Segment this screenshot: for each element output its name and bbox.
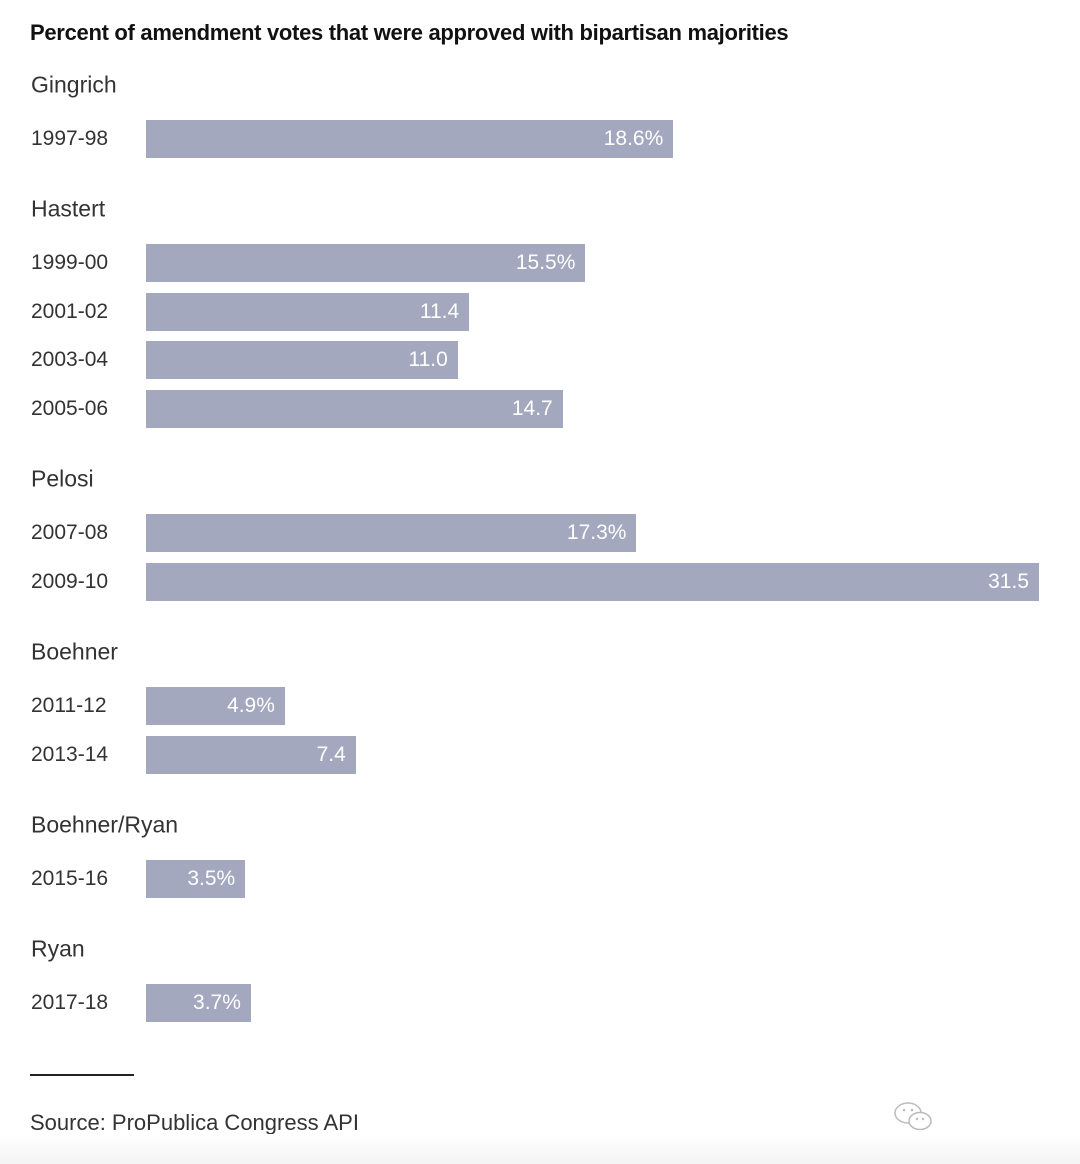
category-label: 2015-16: [31, 866, 109, 890]
value-label: 4.9%: [227, 693, 275, 717]
bar: 4.9%: [146, 686, 285, 725]
bar: 3.7%: [146, 983, 251, 1022]
group-label: Boehner: [31, 638, 118, 665]
value-label: 18.6%: [603, 127, 664, 150]
group-label: Ryan: [31, 935, 85, 961]
value-label: 11.4: [419, 299, 460, 323]
value-label: 3.5%: [187, 866, 236, 890]
value-label: 31.5: [988, 569, 1029, 593]
bar: 31.5: [146, 562, 1039, 601]
source-divider: [30, 1074, 134, 1076]
chart-title: Percent of amendment votes that were app…: [30, 20, 789, 45]
footer-fade: [0, 1134, 1080, 1164]
value-label: 7.4: [316, 742, 346, 766]
group-label: Gingrich: [31, 71, 117, 98]
group-label: Hastert: [31, 195, 106, 222]
group-label: Boehner/Ryan: [31, 811, 179, 837]
value-label: 15.5%: [515, 251, 576, 274]
bar: 11.4: [146, 292, 470, 331]
wechat-watermark-icon: [892, 1100, 936, 1139]
bar: 3.5%: [146, 859, 246, 898]
category-label: 2007-08: [31, 521, 109, 545]
bar: 7.4: [146, 735, 356, 774]
category-label: 2017-18: [31, 990, 109, 1014]
category-label: 2009-10: [31, 569, 109, 593]
category-label: 2013-14: [31, 742, 109, 766]
bar-chart: Gingrich 1997-98 18.6% Hastert 1999-00 15.5% 2…: [31, 71, 1039, 1022]
bar: 17.3%: [146, 514, 637, 553]
source-note: Source: ProPublica Congress API: [30, 1110, 359, 1135]
value-label: 14.7: [511, 397, 553, 421]
value-label: 11.0: [408, 348, 448, 372]
bar: 11.0: [146, 341, 458, 380]
category-label: 2003-04: [31, 348, 109, 372]
category-label: 2011-12: [31, 693, 107, 717]
category-label: 2005-06: [31, 397, 109, 421]
bar: 14.7: [146, 390, 563, 429]
value-label: 17.3%: [566, 521, 627, 545]
value-label: 3.7%: [193, 990, 241, 1014]
category-label: 1997-98: [31, 127, 109, 150]
category-label: 2001-02: [31, 299, 109, 323]
bar: 18.6%: [146, 120, 674, 158]
category-label: 1999-00: [31, 251, 109, 274]
group-label: Pelosi: [31, 465, 94, 492]
bar: 15.5%: [146, 244, 586, 282]
